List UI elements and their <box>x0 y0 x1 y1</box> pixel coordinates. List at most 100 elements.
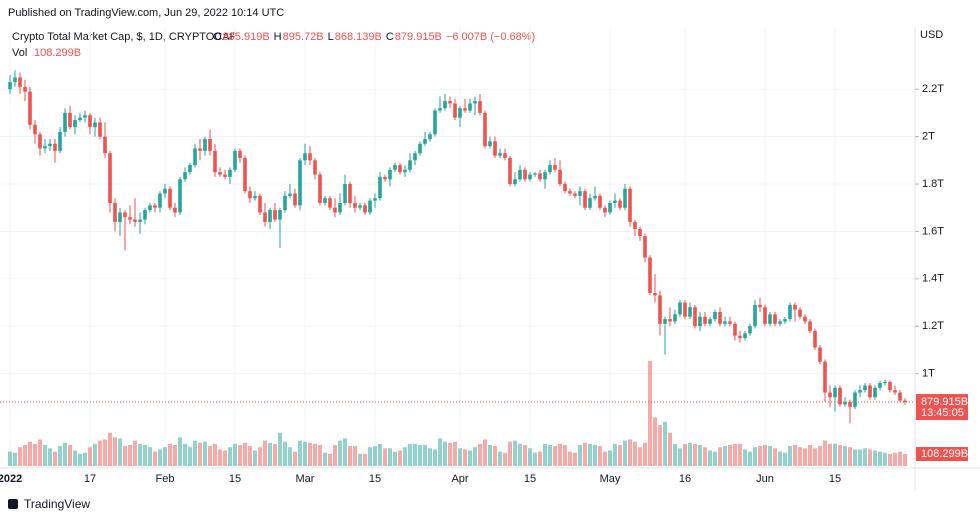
x-tick-label: Jun <box>756 473 774 485</box>
legend-value: 879.915B <box>395 31 442 43</box>
volume-bar <box>463 449 467 466</box>
candle-body <box>878 383 882 388</box>
candle-body <box>833 387 837 398</box>
volume-bar <box>48 448 52 466</box>
candle-body <box>888 381 892 391</box>
candle-body <box>873 387 877 398</box>
volume-bar <box>828 443 832 466</box>
candle-body <box>723 321 727 324</box>
candle-body <box>658 295 662 324</box>
volume-bar <box>813 448 817 466</box>
volume-bar <box>588 443 592 466</box>
candle-body <box>853 392 857 407</box>
volume-bar <box>438 438 442 466</box>
volume-bar <box>788 446 792 466</box>
legend-key: L <box>328 31 334 43</box>
candle-body <box>313 160 317 175</box>
candle-body <box>588 198 592 208</box>
volume-bar <box>413 443 417 466</box>
candle-body <box>843 402 847 405</box>
candle-body <box>143 210 147 220</box>
volume-bar <box>293 451 297 466</box>
candle-body <box>68 112 72 128</box>
volume-bar <box>548 445 552 466</box>
volume-bar <box>838 445 842 466</box>
volume-bar <box>308 442 312 466</box>
candle-body <box>63 112 67 132</box>
volume-bar <box>718 447 722 466</box>
volume-bar <box>683 443 687 466</box>
candle-body <box>653 293 657 296</box>
volume-bar <box>648 361 652 466</box>
candle-body <box>8 82 12 90</box>
candle-body <box>88 115 92 128</box>
volume-bar <box>853 449 857 466</box>
volume-bar <box>258 447 262 466</box>
volume-bar <box>478 443 482 466</box>
candle-body <box>428 134 432 139</box>
volume-bar <box>778 451 782 466</box>
volume-bar <box>488 445 492 466</box>
candle-body <box>433 110 437 135</box>
candle-body <box>18 77 22 87</box>
volume-bar <box>143 445 147 466</box>
candle-body <box>208 139 212 151</box>
candle-body <box>443 101 447 109</box>
candle-body <box>243 157 247 192</box>
candle-body <box>203 139 207 151</box>
volume-bar <box>753 447 757 466</box>
volume-bar <box>498 451 502 466</box>
volume-bar <box>348 446 352 466</box>
volume-bar <box>33 443 37 466</box>
candle-body <box>453 103 457 118</box>
candle-body <box>708 319 712 324</box>
candle-body <box>683 302 687 317</box>
volume-bar <box>563 445 567 466</box>
volume-bar <box>358 453 362 466</box>
volume-bar <box>508 441 512 466</box>
candle-body <box>193 148 197 166</box>
volume-bar <box>68 445 72 466</box>
candle-body <box>633 221 637 230</box>
volume-bar <box>288 447 292 466</box>
volume-bar <box>893 452 897 466</box>
candle-body <box>818 347 822 362</box>
volume-bar <box>378 443 382 466</box>
volume-bar <box>538 451 542 466</box>
candle-body <box>273 210 277 220</box>
last-price-box <box>916 394 968 421</box>
volume-bar <box>623 440 627 466</box>
x-tick-label: 15 <box>524 473 536 485</box>
candle-body <box>233 150 237 170</box>
candle-body <box>793 304 797 310</box>
candle-body <box>398 165 402 173</box>
candle-body <box>663 319 667 324</box>
y-tick-label: 2.2T <box>922 83 944 95</box>
x-tick-label: 15 <box>829 473 841 485</box>
candle-body <box>813 330 817 348</box>
volume-bar <box>678 448 682 466</box>
volume-bar <box>328 453 332 466</box>
candle-body <box>288 193 292 196</box>
candle-body <box>583 191 587 208</box>
volume-bar <box>173 445 177 466</box>
candle-body <box>403 169 407 173</box>
candle-body <box>863 385 867 391</box>
x-tick-label: 15 <box>229 473 241 485</box>
candle-body <box>188 165 192 173</box>
candle-body <box>483 112 487 147</box>
volume-bar <box>903 454 907 466</box>
candle-body <box>293 193 297 206</box>
candle-body <box>763 307 767 324</box>
candle-body <box>128 217 132 220</box>
candle-body <box>733 323 737 336</box>
footer: TradingView <box>24 497 90 511</box>
volume-bar <box>238 445 242 466</box>
candle-body <box>638 229 642 237</box>
volume-bar <box>843 446 847 466</box>
candle-body <box>223 174 227 177</box>
candle-body <box>148 205 152 211</box>
countdown: 13:45:05 <box>921 407 964 419</box>
volume-bar <box>218 449 222 466</box>
volume-bar <box>873 450 877 466</box>
